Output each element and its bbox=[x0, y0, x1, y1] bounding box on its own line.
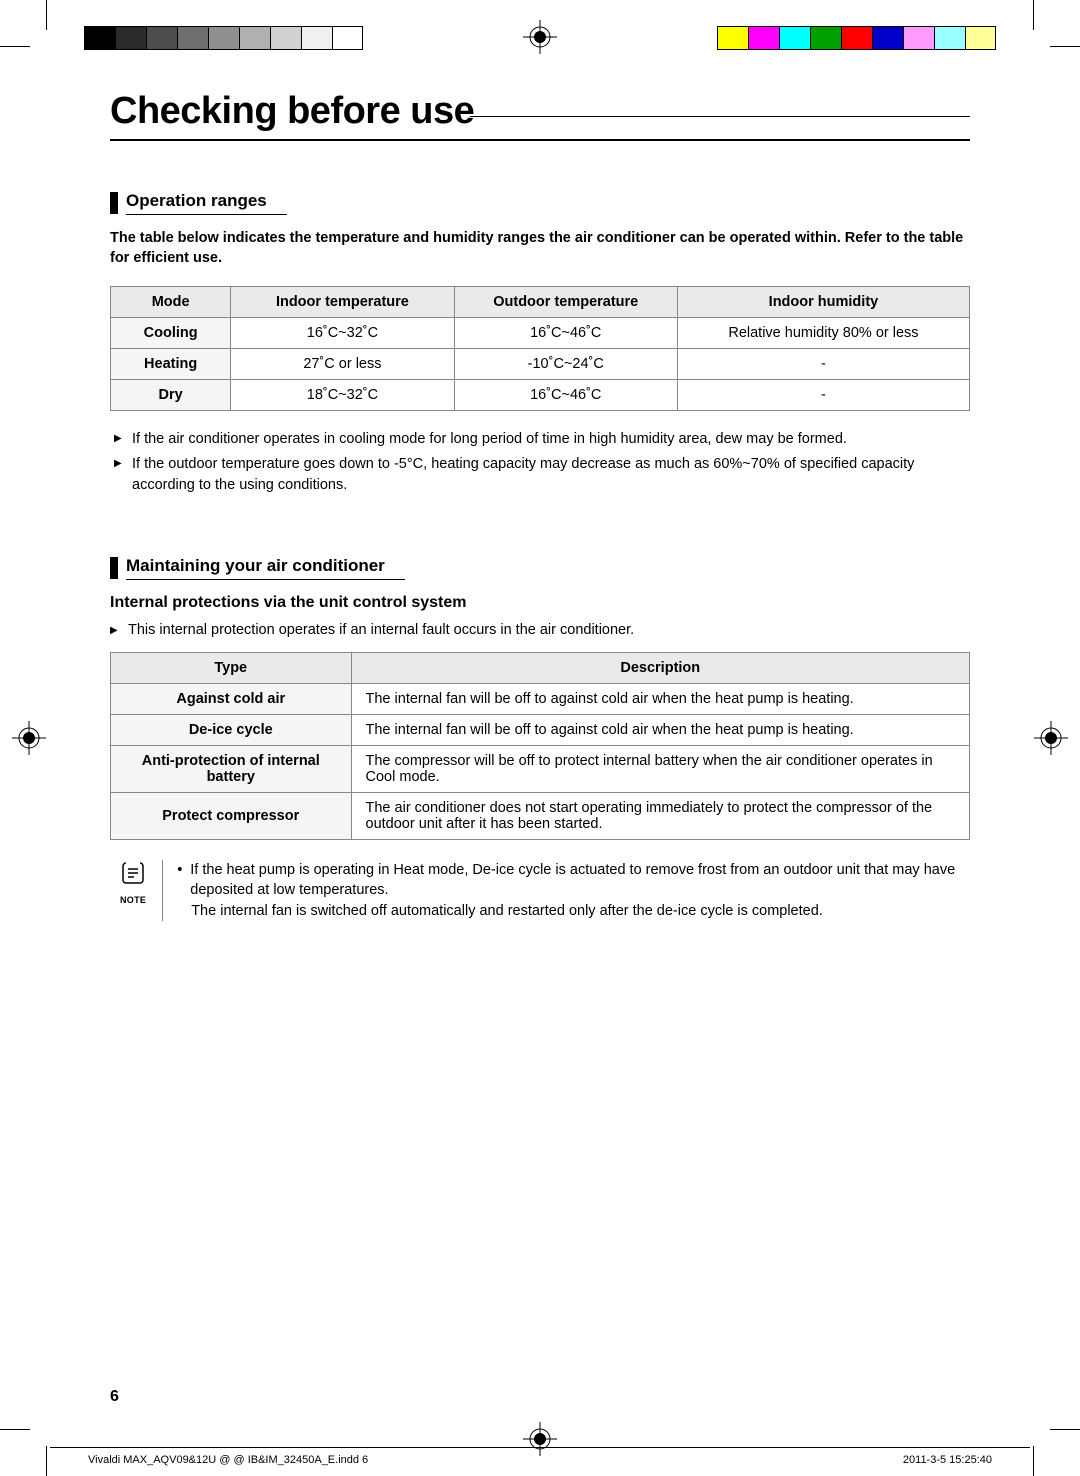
operation-ranges-table: ModeIndoor temperatureOutdoor temperatur… bbox=[110, 286, 970, 411]
registration-mark-icon bbox=[1034, 721, 1068, 755]
registration-mark-icon bbox=[523, 20, 557, 54]
note-line: If the heat pump is operating in Heat mo… bbox=[190, 860, 970, 901]
note-box: NOTE If the heat pump is operating in He… bbox=[110, 860, 970, 921]
note-icon bbox=[120, 860, 146, 892]
internal-protections-intro: This internal protection operates if an … bbox=[110, 622, 970, 638]
page-title: Checking before use bbox=[110, 90, 970, 141]
table-header: Type bbox=[111, 653, 352, 684]
table-row: Cooling16˚C~32˚C16˚C~46˚CRelative humidi… bbox=[111, 318, 970, 349]
footer-timestamp: 2011-3-5 15:25:40 bbox=[903, 1454, 992, 1466]
internal-protections-subheading: Internal protections via the unit contro… bbox=[110, 594, 970, 612]
registration-mark-icon bbox=[12, 721, 46, 755]
page-number: 6 bbox=[110, 1388, 119, 1406]
footer-file-info: Vivaldi MAX_AQV09&12U @ @ IB&IM_32450A_E… bbox=[88, 1454, 368, 1466]
note-item: If the air conditioner operates in cooli… bbox=[114, 429, 970, 450]
table-row: Heating27˚C or less-10˚C~24˚C- bbox=[111, 349, 970, 380]
table-header: Mode bbox=[111, 287, 231, 318]
table-row: Dry18˚C~32˚C16˚C~46˚C- bbox=[111, 380, 970, 411]
section-heading-operation-ranges: Operation ranges bbox=[110, 191, 970, 215]
table-header: Outdoor temperature bbox=[454, 287, 677, 318]
note-line: The internal fan is switched off automat… bbox=[177, 901, 970, 921]
operation-ranges-intro: The table below indicates the temperatur… bbox=[110, 229, 970, 268]
registration-mark-icon bbox=[523, 1422, 557, 1456]
table-header: Indoor humidity bbox=[677, 287, 969, 318]
table-row: Against cold airThe internal fan will be… bbox=[111, 684, 970, 715]
internal-protections-table: TypeDescription Against cold airThe inte… bbox=[110, 652, 970, 840]
table-row: Protect compressorThe air conditioner do… bbox=[111, 793, 970, 840]
page-content: Checking before use Operation ranges The… bbox=[110, 90, 970, 1406]
section-heading-maintaining: Maintaining your air conditioner bbox=[110, 556, 970, 580]
table-header: Description bbox=[351, 653, 969, 684]
footer-rule bbox=[50, 1447, 1030, 1448]
table-row: Anti-protection of internal batteryThe c… bbox=[111, 746, 970, 793]
operation-ranges-notes: If the air conditioner operates in cooli… bbox=[114, 429, 970, 496]
table-header: Indoor temperature bbox=[231, 287, 454, 318]
table-row: De-ice cycleThe internal fan will be off… bbox=[111, 715, 970, 746]
note-item: If the outdoor temperature goes down to … bbox=[114, 454, 970, 496]
note-label: NOTE bbox=[120, 894, 146, 907]
